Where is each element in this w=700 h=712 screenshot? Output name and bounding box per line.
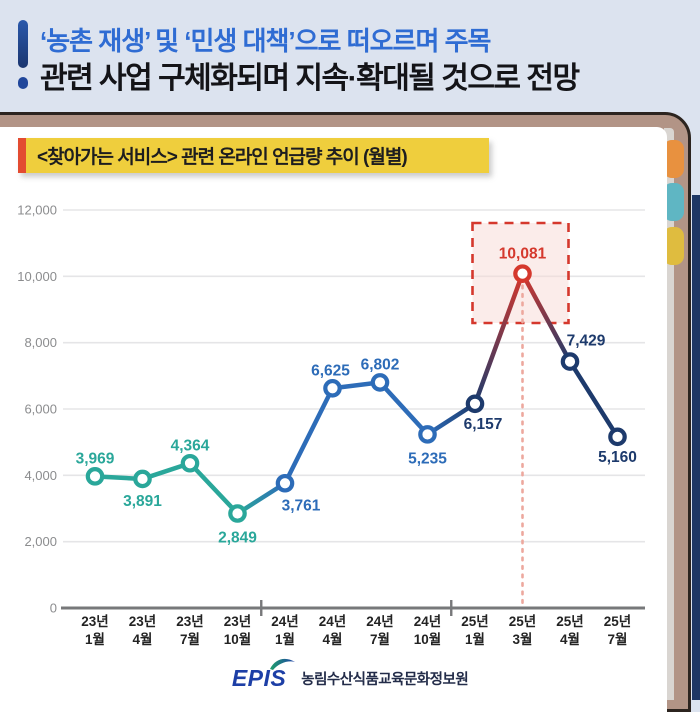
svg-text:2,000: 2,000 [24, 534, 57, 549]
headline-block: ‘농촌 재생’ 및 ‘민생 대책’으로 떠오르며 주목 관련 사업 구체화되며 … [0, 0, 700, 112]
svg-text:4,364: 4,364 [171, 437, 210, 454]
svg-text:3,891: 3,891 [123, 493, 162, 510]
headline-line2: 관련 사업 구체화되며 지속·확대될 것으로 전망 [40, 62, 580, 95]
epis-logo-text: EPIS [231, 664, 287, 691]
organization-name: 농림수산식품교육문화정보원 [301, 671, 469, 688]
orange-tab [663, 140, 684, 178]
navy-side-panel [692, 195, 700, 700]
svg-text:6,802: 6,802 [361, 356, 400, 373]
footer: EPIS 농림수산식품교육문화정보원 [0, 658, 700, 696]
exclamation-mark-icon [18, 20, 28, 68]
mentions-line-chart: 0 2,000 4,000 6,000 8,000 10,000 12,000 23년 1월 23… [17, 203, 645, 647]
epis-swoosh-icon [270, 658, 296, 670]
svg-text:2,849: 2,849 [218, 530, 257, 547]
svg-text:6,625: 6,625 [311, 362, 350, 379]
page-edge [664, 128, 674, 700]
yellow-tab [663, 227, 684, 265]
svg-text:6,157: 6,157 [464, 416, 503, 433]
epis-logo: EPIS [231, 658, 296, 692]
svg-text:8,000: 8,000 [24, 335, 57, 350]
svg-text:3,969: 3,969 [76, 450, 115, 467]
svg-text:10,000: 10,000 [17, 269, 57, 284]
teal-tab [663, 183, 684, 221]
svg-text:3,761: 3,761 [282, 497, 321, 514]
svg-text:4,000: 4,000 [24, 468, 57, 483]
exclamation-dot-icon [18, 77, 28, 89]
svg-text:5,235: 5,235 [408, 450, 447, 467]
headline-line1: ‘농촌 재생’ 및 ‘민생 대책’으로 떠오르며 주목 [40, 26, 491, 56]
svg-text:10,081: 10,081 [499, 246, 547, 263]
chart-title-text: <찾아가는 서비스> 관련 온라인 언급량 추이 (월별) [37, 147, 408, 168]
svg-text:7,429: 7,429 [567, 333, 606, 350]
svg-text:12,000: 12,000 [17, 203, 57, 218]
svg-text:5,160: 5,160 [598, 449, 637, 466]
svg-text:0: 0 [50, 601, 57, 616]
svg-text:6,000: 6,000 [24, 402, 57, 417]
chart-title-badge: <찾아가는 서비스> 관련 온라인 언급량 추이 (월별) [18, 138, 489, 173]
